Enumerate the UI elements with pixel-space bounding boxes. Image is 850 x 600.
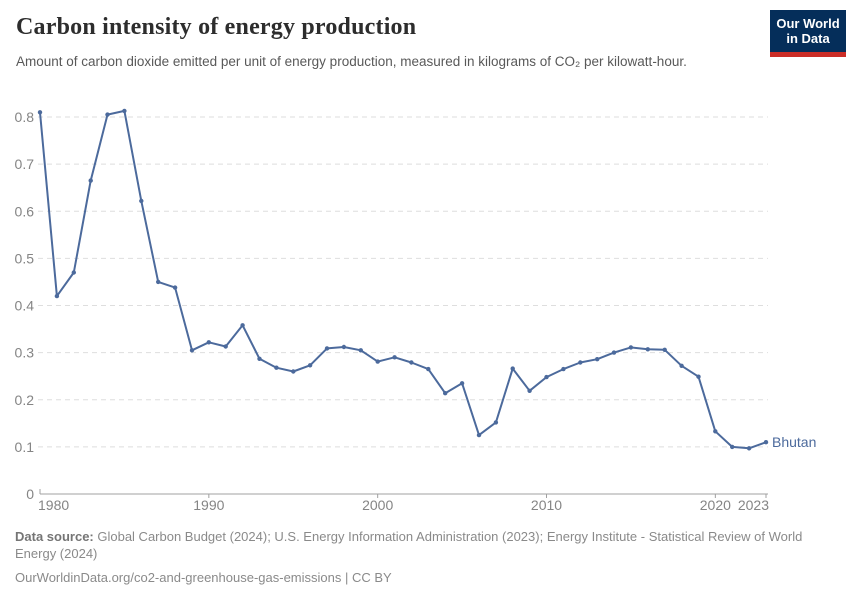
x-axis	[39, 489, 768, 498]
data-source-line: Data source: Global Carbon Budget (2024)…	[15, 528, 815, 562]
x-tick-label: 2000	[362, 497, 393, 513]
data-point[interactable]	[105, 112, 110, 117]
y-tick-label: 0.6	[15, 203, 35, 219]
data-point[interactable]	[274, 365, 279, 370]
data-point[interactable]	[662, 347, 667, 352]
data-point[interactable]	[291, 369, 296, 374]
data-point[interactable]	[426, 366, 431, 372]
data-point[interactable]	[37, 110, 43, 115]
data-point[interactable]	[730, 444, 735, 450]
x-tick-label: 1980	[38, 497, 69, 513]
x-tick-label: 2023	[738, 497, 769, 513]
data-point[interactable]	[746, 446, 752, 451]
data-point[interactable]	[510, 366, 515, 371]
data-point[interactable]	[443, 391, 448, 396]
series-bhutan[interactable]: Bhutan	[37, 108, 817, 451]
data-point[interactable]	[223, 344, 228, 349]
x-tick-label: 1990	[193, 497, 224, 513]
data-point[interactable]	[459, 381, 465, 386]
y-tick-label: 0.2	[15, 392, 35, 408]
data-point[interactable]	[476, 432, 482, 438]
y-tick-label: 0	[26, 486, 34, 502]
data-point[interactable]	[375, 359, 380, 364]
data-point[interactable]	[611, 350, 617, 355]
data-point[interactable]	[122, 108, 127, 114]
chart-footer: Data source: Global Carbon Budget (2024)…	[15, 528, 820, 586]
data-point[interactable]	[679, 363, 684, 368]
y-tick-label: 0.4	[15, 298, 35, 314]
data-point[interactable]	[392, 355, 397, 360]
series-line[interactable]	[39, 109, 767, 450]
data-point[interactable]	[172, 285, 178, 290]
data-source-label: Data source:	[15, 529, 94, 544]
y-tick-label: 0.7	[15, 156, 35, 172]
y-tick-label: 0.8	[15, 109, 35, 125]
page-title: Carbon intensity of energy production	[16, 14, 417, 40]
data-point[interactable]	[71, 270, 77, 275]
data-source-text: Global Carbon Budget (2024); U.S. Energy…	[15, 529, 803, 561]
chart-subtitle: Amount of carbon dioxide emitted per uni…	[16, 54, 687, 69]
data-point[interactable]	[358, 348, 363, 353]
data-point[interactable]	[257, 356, 262, 361]
y-axis-tick-labels: 0 0.1 0.2 0.3 0.4 0.5 0.6 0.7 0.8	[15, 109, 35, 502]
data-point[interactable]	[544, 374, 549, 380]
data-point[interactable]	[628, 345, 634, 350]
data-point[interactable]	[341, 344, 347, 350]
data-point[interactable]	[645, 347, 650, 352]
y-tick-label: 0.5	[15, 250, 35, 266]
gridlines	[38, 116, 768, 448]
data-point[interactable]	[696, 374, 701, 379]
citation-link[interactable]: OurWorldinData.org/co2-and-greenhouse-ga…	[15, 570, 392, 585]
data-point[interactable]	[561, 366, 566, 372]
x-tick-label: 2020	[700, 497, 731, 513]
data-point[interactable]	[206, 340, 211, 345]
data-point[interactable]	[139, 198, 144, 204]
y-tick-label: 0.3	[15, 345, 35, 361]
owid-logo-line2: in Data	[786, 31, 830, 46]
owid-logo[interactable]: Our World in Data	[770, 10, 846, 57]
data-point[interactable]	[156, 279, 161, 285]
data-point[interactable]	[88, 178, 93, 183]
data-point[interactable]	[595, 357, 600, 362]
data-point[interactable]	[763, 440, 769, 445]
data-point[interactable]	[240, 323, 245, 328]
x-axis-tick-labels: 1980 1990 2000 2010 2020 2023	[38, 497, 769, 513]
data-point[interactable]	[493, 420, 499, 425]
y-tick-label: 0.1	[15, 439, 35, 455]
x-tick-label: 2010	[531, 497, 562, 513]
data-point[interactable]	[189, 348, 195, 353]
entity-label[interactable]: Bhutan	[772, 434, 816, 450]
data-point[interactable]	[307, 363, 313, 368]
data-point[interactable]	[324, 346, 330, 351]
data-point[interactable]	[409, 360, 414, 365]
line-chart[interactable]: 0 0.1 0.2 0.3 0.4 0.5 0.6 0.7 0.8 1980 1990 2000 201…	[0, 95, 850, 520]
data-point[interactable]	[578, 360, 583, 365]
owid-logo-line1: Our World	[776, 16, 840, 31]
data-point[interactable]	[713, 429, 718, 434]
data-point[interactable]	[54, 293, 60, 299]
data-point[interactable]	[527, 388, 532, 393]
